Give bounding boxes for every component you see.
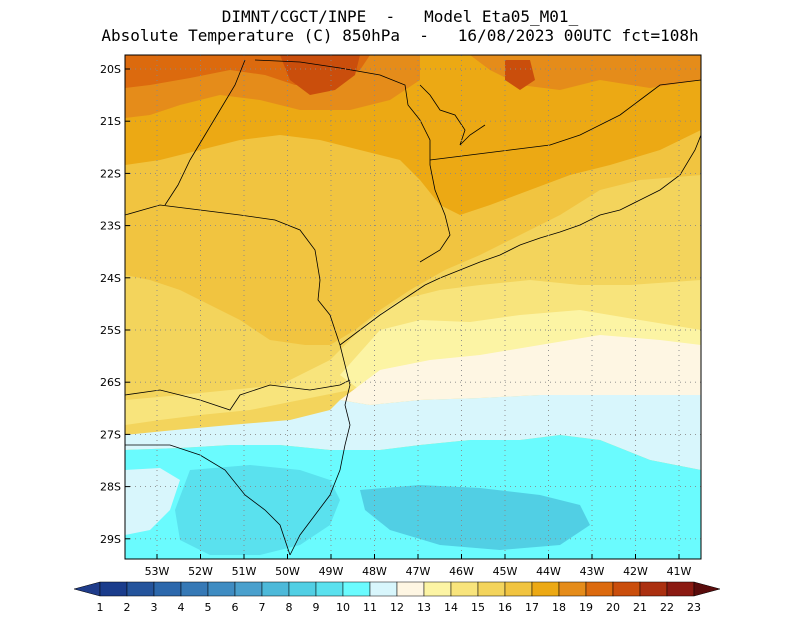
colorbar-swatch [531, 581, 560, 597]
river-reservoir [419, 84, 486, 146]
zone-19b [505, 60, 535, 90]
colorbar-swatch [369, 581, 398, 597]
colorbar-swatch [477, 581, 506, 597]
lon-label: 52W [188, 565, 213, 578]
colorbar-swatch [423, 581, 452, 597]
colorbar-swatch [396, 581, 425, 597]
grid-lines [125, 55, 701, 559]
colorbar-label: 22 [660, 601, 674, 614]
colorbar-low-arrow [73, 581, 101, 597]
zone-7 [360, 485, 590, 550]
colorbar-label: 8 [286, 601, 293, 614]
lat-label: 27S [100, 428, 121, 441]
colorbar-label: 19 [579, 601, 593, 614]
colorbar-swatch [450, 581, 479, 597]
lon-label: 45W [493, 565, 518, 578]
colorbar-label: 20 [606, 601, 620, 614]
colorbar: 1 2 3 4 5 6 7 8 9 10 11 12 13 14 15 16 17 18 19 20 21 22 23 [73, 581, 721, 614]
lat-label: 29S [100, 533, 121, 546]
lat-label: 28S [100, 481, 121, 494]
lon-label: 51W [232, 565, 257, 578]
zone-11 [340, 335, 701, 405]
lon-label: 50W [275, 565, 300, 578]
zone-10b [125, 468, 180, 535]
state-border-mg-rj [429, 79, 701, 161]
colorbar-swatch [612, 581, 641, 597]
colorbar-swatch [99, 581, 128, 597]
state-border-ms-sp [164, 59, 246, 206]
colorbar-swatch [342, 581, 371, 597]
colorbar-swatch [234, 581, 263, 597]
lon-label: 44W [536, 565, 561, 578]
zone-19 [280, 55, 360, 95]
chart-title-line-1: DIMNT/CGCT/INPE - Model Eta05_M01_ [221, 7, 579, 26]
lat-label: 23S [100, 220, 121, 233]
colorbar-label: 6 [232, 601, 239, 614]
colorbar-label: 21 [633, 601, 647, 614]
lat-label: 22S [100, 167, 121, 180]
colorbar-label: 17 [525, 601, 539, 614]
colorbar-label: 16 [498, 601, 512, 614]
colorbar-label: 15 [471, 601, 485, 614]
colorbar-label: 2 [124, 601, 131, 614]
lat-label: 21S [100, 115, 121, 128]
colorbar-swatch [558, 581, 587, 597]
state-border-sc-rs [125, 444, 291, 556]
colorbar-label: 11 [363, 601, 377, 614]
coastline-south [289, 344, 351, 556]
colorbar-swatch [585, 581, 614, 597]
lat-label: 26S [100, 376, 121, 389]
lon-label: 43W [580, 565, 605, 578]
temperature-field [125, 55, 701, 559]
colorbar-label: 13 [417, 601, 431, 614]
borders [125, 59, 701, 556]
lon-label: 48W [362, 565, 387, 578]
map-frame [124, 54, 702, 560]
colorbar-swatch [207, 581, 236, 597]
colorbar-label: 3 [151, 601, 158, 614]
colorbar-swatch [288, 581, 317, 597]
longitude-axis: 53W 52W 51W 50W 49W 48W 47W 46W 45W 44W 43W 42W 41W [145, 554, 692, 578]
zone-8 [175, 465, 340, 555]
colorbar-label: 12 [390, 601, 404, 614]
lon-label: 46W [449, 565, 474, 578]
chart-title-line-2: Absolute Temperature (C) 850hPa - 16/08/… [101, 26, 699, 45]
lon-label: 41W [667, 565, 692, 578]
lat-label: 20S [100, 63, 121, 76]
lat-label: 24S [100, 272, 121, 285]
latitude-axis: 20S 21S 22S 23S 24S 25S 26S 27S 28S 29S [100, 63, 130, 546]
coastline-north [339, 134, 701, 346]
colorbar-swatch [153, 581, 182, 597]
colorbar-label: 9 [313, 601, 320, 614]
colorbar-label: 4 [178, 601, 185, 614]
colorbar-high-arrow [693, 581, 721, 597]
colorbar-label: 10 [336, 601, 350, 614]
colorbar-label: 7 [259, 601, 266, 614]
colorbar-swatch [126, 581, 155, 597]
lon-label: 47W [406, 565, 431, 578]
lon-label: 42W [623, 565, 648, 578]
colorbar-swatch [504, 581, 533, 597]
colorbar-label: 1 [97, 601, 104, 614]
colorbar-label: 14 [444, 601, 458, 614]
colorbar-label: 23 [687, 601, 701, 614]
colorbar-label: 5 [205, 601, 212, 614]
colorbar-swatch [639, 581, 668, 597]
state-border-pr-sc [125, 379, 351, 411]
zone-10 [125, 395, 701, 470]
state-border-sp-mg [254, 59, 451, 263]
lat-label: 25S [100, 324, 121, 337]
colorbar-swatch [180, 581, 209, 597]
state-border-pr-sp [125, 204, 341, 346]
colorbar-label: 18 [552, 601, 566, 614]
colorbar-swatch [315, 581, 344, 597]
lon-label: 53W [145, 565, 170, 578]
lon-label: 49W [319, 565, 344, 578]
colorbar-swatch [666, 581, 695, 597]
colorbar-swatch [261, 581, 290, 597]
